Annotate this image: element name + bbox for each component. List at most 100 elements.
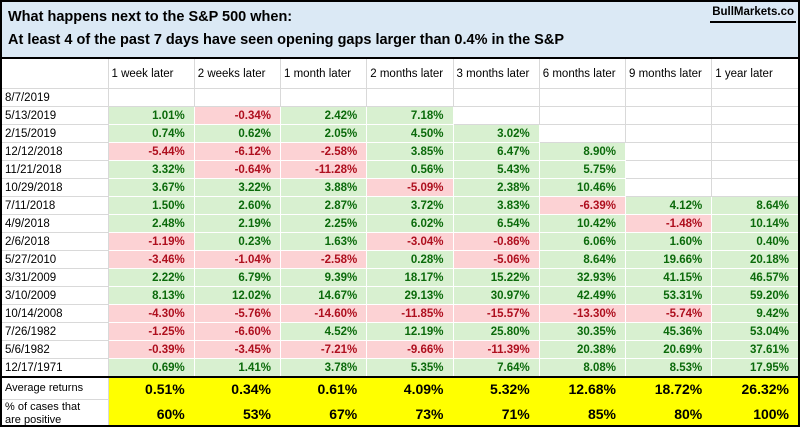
- return-cell: 1.41%: [193, 358, 282, 378]
- average-cell: 5.32%: [452, 376, 540, 400]
- return-cell: 30.35%: [538, 322, 627, 341]
- percent-positive-cell: 73%: [366, 399, 454, 425]
- return-cell: -2.58%: [279, 250, 368, 269]
- return-cell: [624, 142, 713, 161]
- return-cell: 2.87%: [279, 196, 368, 215]
- date-cell: 10/29/2018: [2, 178, 109, 197]
- return-cell: 15.22%: [452, 268, 540, 287]
- return-cell: -14.60%: [279, 304, 368, 323]
- return-cell: 10.46%: [538, 178, 627, 197]
- table-row: 2/6/2018 -1.19% 0.23% 1.63% -3.04% -0.86% 6.06…: [2, 232, 798, 251]
- average-cell: 26.32%: [711, 376, 798, 400]
- table-row: 10/14/2008 -4.30% -5.76% -14.60% -11.85% -15.…: [2, 304, 798, 323]
- date-cell: 5/27/2010: [2, 250, 109, 269]
- return-cell: -11.85%: [366, 304, 454, 323]
- return-cell: 3.85%: [366, 142, 454, 161]
- return-cell: 0.23%: [193, 232, 282, 251]
- date-cell: 5/13/2019: [2, 106, 109, 125]
- return-cell: [366, 88, 454, 107]
- table-row: 5/13/2019 1.01% -0.34% 2.42% 7.18%: [2, 106, 798, 125]
- return-cell: 6.06%: [538, 232, 627, 251]
- date-cell: 3/10/2009: [2, 286, 109, 305]
- column-header: 2 months later: [366, 59, 454, 89]
- return-cell: [624, 88, 713, 107]
- return-cell: [624, 106, 713, 125]
- return-cell: 10.14%: [711, 214, 798, 233]
- date-cell: 4/9/2018: [2, 214, 109, 233]
- return-cell: 3.78%: [279, 358, 368, 378]
- return-cell: 0.69%: [107, 358, 195, 378]
- table-row: 11/21/2018 3.32% -0.64% -11.28% 0.56% 5.43% 5.…: [2, 160, 798, 179]
- return-cell: -11.28%: [279, 160, 368, 179]
- return-cell: -11.39%: [452, 340, 540, 359]
- return-cell: [711, 160, 798, 179]
- return-cell: [711, 88, 798, 107]
- return-cell: 2.48%: [107, 214, 195, 233]
- title-line-1: What happens next to the S&P 500 when:: [8, 9, 293, 25]
- table-row: 2/15/2019 0.74% 0.62% 2.05% 4.50% 3.02%: [2, 124, 798, 143]
- return-cell: [279, 88, 368, 107]
- table-row: 5/6/1982 -0.39% -3.45% -7.21% -9.66% -11.39% 2…: [2, 340, 798, 359]
- return-cell: 6.54%: [452, 214, 540, 233]
- column-header: 1 week later: [107, 59, 195, 89]
- return-cell: 8.64%: [711, 196, 798, 215]
- table-row: 5/27/2010 -3.46% -1.04% -2.58% 0.28% -5.06% 8.…: [2, 250, 798, 269]
- percent-positive-cell: 67%: [279, 399, 368, 425]
- return-cell: [624, 178, 713, 197]
- table-body: 8/7/2019 5/13/2019 1.01% -0.34% 2.42% 7.18% 2/…: [2, 88, 798, 425]
- return-cell: 18.17%: [366, 268, 454, 287]
- date-cell: 11/21/2018: [2, 160, 109, 179]
- return-cell: 6.02%: [366, 214, 454, 233]
- date-cell: 2/6/2018: [2, 232, 109, 251]
- return-cell: 2.19%: [193, 214, 282, 233]
- return-cell: 4.12%: [624, 196, 713, 215]
- return-cell: 3.72%: [366, 196, 454, 215]
- return-cell: 6.47%: [452, 142, 540, 161]
- return-cell: [538, 88, 627, 107]
- return-cell: 8.90%: [538, 142, 627, 161]
- table-row: 12/17/1971 0.69% 1.41% 3.78% 5.35% 7.64% 8.08%…: [2, 358, 798, 378]
- table-row: 10/29/2018 3.67% 3.22% 3.88% -5.09% 2.38% 10.4…: [2, 178, 798, 197]
- return-cell: -1.25%: [107, 322, 195, 341]
- percent-positive-cell: 100%: [711, 399, 798, 425]
- date-cell: 2/15/2019: [2, 124, 109, 143]
- return-cell: [452, 106, 540, 125]
- percent-positive-cell: 71%: [452, 399, 540, 425]
- return-cell: -1.04%: [193, 250, 282, 269]
- return-cell: 29.13%: [366, 286, 454, 305]
- average-cell: 12.68%: [538, 376, 627, 400]
- return-cell: 20.69%: [624, 340, 713, 359]
- return-cell: 12.19%: [366, 322, 454, 341]
- return-cell: 45.36%: [624, 322, 713, 341]
- return-cell: 2.22%: [107, 268, 195, 287]
- return-cell: -2.58%: [279, 142, 368, 161]
- return-cell: [711, 124, 798, 143]
- return-cell: 2.60%: [193, 196, 282, 215]
- return-cell: 2.05%: [279, 124, 368, 143]
- return-cell: -7.21%: [279, 340, 368, 359]
- return-cell: -6.60%: [193, 322, 282, 341]
- return-cell: [624, 124, 713, 143]
- percent-positive-cell: 80%: [624, 399, 713, 425]
- return-cell: 10.42%: [538, 214, 627, 233]
- return-cell: 14.67%: [279, 286, 368, 305]
- return-cell: 20.38%: [538, 340, 627, 359]
- table-row: 4/9/2018 2.48% 2.19% 2.25% 6.02% 6.54% 10.42% -…: [2, 214, 798, 233]
- average-label: Average returns: [2, 376, 109, 400]
- date-cell: 8/7/2019: [2, 88, 109, 107]
- return-cell: -3.46%: [107, 250, 195, 269]
- return-cell: 0.56%: [366, 160, 454, 179]
- average-cell: 0.61%: [279, 376, 368, 400]
- return-cell: -1.19%: [107, 232, 195, 251]
- return-cell: -5.44%: [107, 142, 195, 161]
- date-cell: 12/17/1971: [2, 358, 109, 378]
- return-cell: -0.39%: [107, 340, 195, 359]
- return-cell: 1.01%: [107, 106, 195, 125]
- return-cell: -9.66%: [366, 340, 454, 359]
- percent-positive-row: % of cases that are positive 60% 53% 67% 73% 7…: [2, 399, 798, 425]
- return-cell: 59.20%: [711, 286, 798, 305]
- table-header: 1 week later 2 weeks later 1 month later 2 …: [2, 59, 798, 89]
- return-cell: 41.15%: [624, 268, 713, 287]
- return-cell: 3.22%: [193, 178, 282, 197]
